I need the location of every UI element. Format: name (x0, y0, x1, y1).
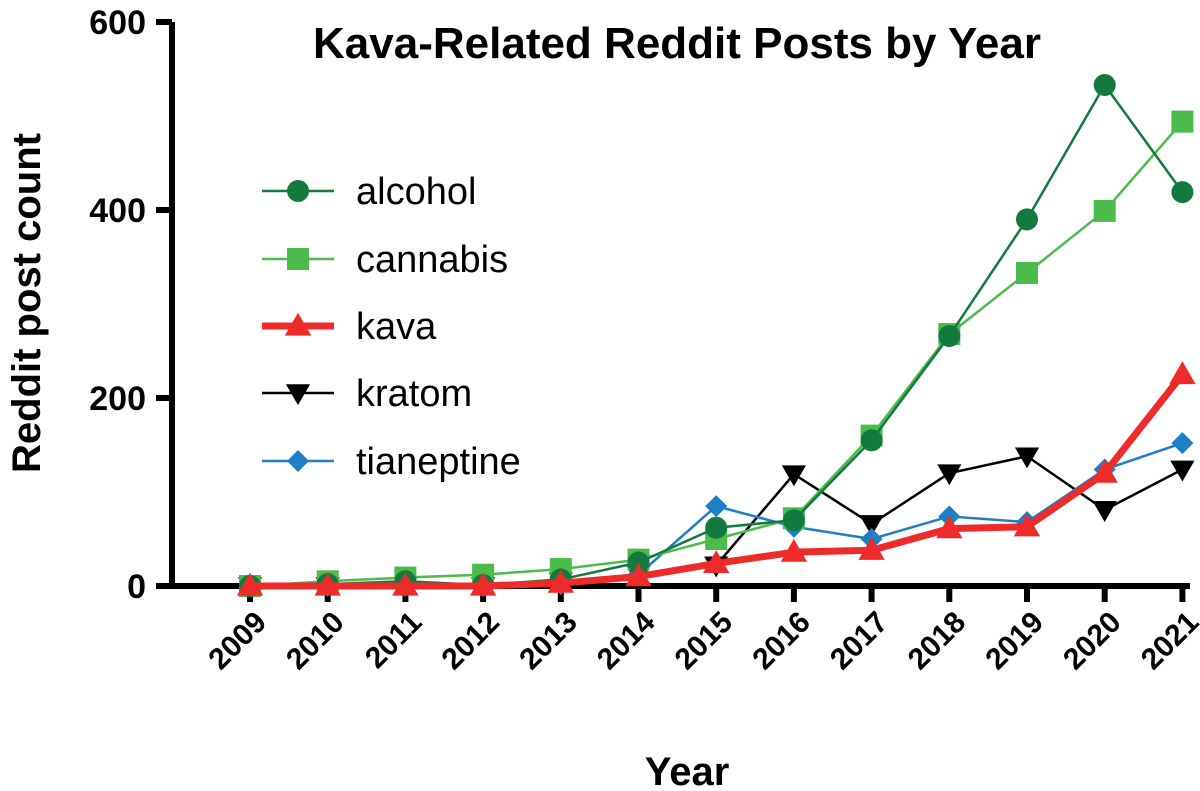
legend-marker-kava (284, 312, 312, 336)
point-alcohol-2020 (1093, 73, 1116, 96)
x-tick-label-2012: 2012 (436, 606, 507, 677)
point-kava-2021 (1169, 361, 1196, 385)
y-axis-title: Reddit post count (5, 133, 49, 473)
point-alcohol-2021 (1171, 181, 1194, 204)
point-kratom-2020 (1092, 501, 1117, 522)
y-tick-label-200: 200 (89, 380, 146, 418)
point-kava-2010 (314, 572, 341, 596)
point-kratom-2019 (1014, 447, 1040, 469)
point-alcohol-2015 (705, 516, 728, 539)
legend-label-alcohol: alcohol (356, 171, 476, 213)
point-kava-2019 (1013, 513, 1041, 537)
point-kratom-2017 (859, 515, 884, 537)
point-kava-2011 (392, 572, 419, 596)
x-tick-label-2009: 2009 (202, 606, 273, 677)
point-kava-2013 (547, 569, 574, 593)
point-cannabis-2020 (1093, 199, 1116, 222)
legend: alcohol cannabis kava kratom tianeptine (262, 171, 521, 483)
point-kava-2017 (858, 537, 885, 560)
point-alcohol-2014 (627, 551, 650, 574)
point-kava-2009 (236, 572, 264, 596)
x-tick-label-2015: 2015 (669, 606, 740, 677)
point-alcohol-2018 (938, 324, 961, 347)
point-alcohol-2017 (860, 429, 883, 452)
x-tick-label-2020: 2020 (1057, 606, 1128, 677)
x-tick-label-2010: 2010 (280, 606, 351, 677)
point-kratom-2016 (781, 465, 806, 487)
legend-item-kratom: kratom (262, 373, 472, 415)
x-tick-label-2014: 2014 (591, 605, 662, 676)
point-kava-2020 (1091, 460, 1118, 483)
y-tick-label-400: 400 (89, 192, 146, 230)
point-tianeptine-2021 (1171, 432, 1194, 455)
legend-item-tianeptine: tianeptine (262, 441, 521, 483)
point-kava-2015 (703, 550, 730, 574)
x-tick-label-2021: 2021 (1135, 606, 1200, 677)
point-kratom-2021 (1170, 460, 1195, 482)
y-tick-label-600: 600 (89, 4, 146, 42)
point-kava-2014 (625, 563, 652, 587)
legend-marker-kratom (285, 384, 311, 406)
legend-label-kava: kava (356, 306, 437, 348)
legend-label-cannabis: cannabis (356, 239, 508, 281)
series-kava (236, 361, 1196, 596)
point-tianeptine-2015 (705, 495, 728, 518)
legend-label-kratom: kratom (356, 373, 472, 415)
point-kava-2016 (780, 538, 808, 562)
legend-label-tianeptine: tianeptine (356, 441, 521, 483)
point-alcohol-2019 (1016, 208, 1038, 231)
point-kratom-2018 (937, 464, 962, 486)
point-kava-2012 (469, 572, 497, 596)
x-tick-label-2011: 2011 (359, 606, 428, 675)
x-tick-label-2016: 2016 (746, 606, 817, 677)
x-axis-title: Year (645, 750, 730, 791)
x-tick-label-2018: 2018 (902, 606, 973, 677)
point-cannabis-2019 (1016, 261, 1038, 284)
point-kava-2018 (936, 515, 963, 539)
legend-marker-tianeptine (287, 450, 309, 472)
x-tick-label-2019: 2019 (979, 606, 1050, 677)
x-tick-label-2017: 2017 (824, 606, 895, 677)
y-tick-label-0: 0 (127, 568, 146, 606)
legend-marker-cannabis (287, 248, 309, 270)
x-tick-label-2013: 2013 (513, 606, 584, 677)
legend-item-alcohol: alcohol (262, 171, 476, 213)
point-alcohol-2016 (782, 509, 805, 532)
legend-item-kava: kava (262, 306, 437, 348)
chart-title: Kava-Related Reddit Posts by Year (313, 19, 1041, 68)
plot-area (236, 73, 1196, 599)
legend-marker-alcohol (287, 180, 309, 202)
point-cannabis-2021 (1171, 110, 1194, 133)
legend-item-cannabis: cannabis (262, 239, 508, 281)
